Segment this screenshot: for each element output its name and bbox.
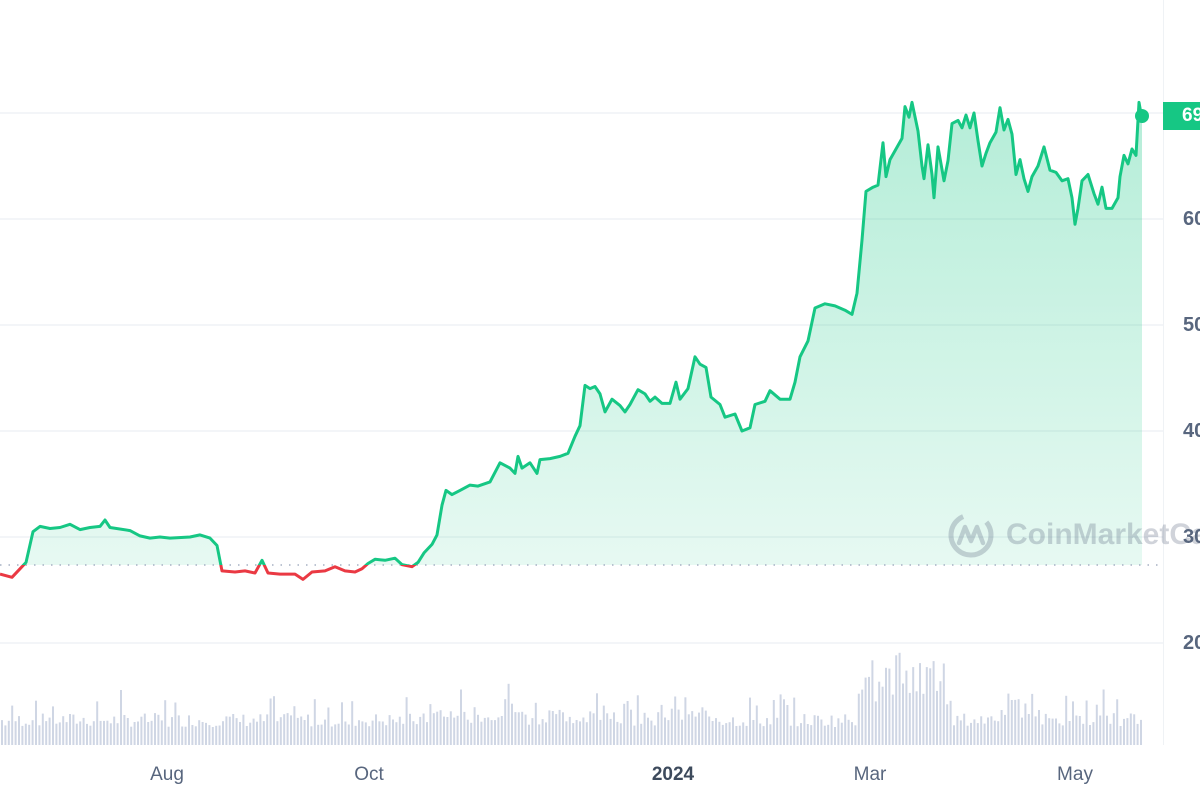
y-axis-separator bbox=[1163, 0, 1164, 745]
price-line-below bbox=[0, 565, 417, 581]
current-price-dot bbox=[1135, 109, 1149, 123]
x-tick-label: Aug bbox=[150, 764, 184, 785]
y-tick-label: 60 bbox=[1183, 208, 1200, 230]
x-tick-label: May bbox=[1057, 764, 1093, 785]
y-tick-label: 20 bbox=[1183, 632, 1200, 654]
watermark-text: CoinMarketCap bbox=[1006, 518, 1200, 551]
watermark: CoinMarketCap bbox=[946, 510, 1200, 560]
volume-bars bbox=[1, 652, 1142, 745]
coinmarketcap-logo-icon bbox=[948, 512, 994, 558]
y-tick-label: 50 bbox=[1183, 314, 1200, 336]
y-tick-label: 40 bbox=[1183, 420, 1200, 442]
current-price-text: 69 bbox=[1182, 105, 1200, 126]
x-tick-label: Mar bbox=[853, 764, 887, 785]
x-tick-label: Oct bbox=[354, 764, 384, 785]
y-tick-label: 30 bbox=[1183, 526, 1200, 548]
current-price-tag: 69 bbox=[1163, 102, 1200, 130]
price-area-fill bbox=[23, 102, 1142, 565]
x-tick-label: 2024 bbox=[651, 764, 695, 785]
price-line-above bbox=[21, 100, 1144, 565]
